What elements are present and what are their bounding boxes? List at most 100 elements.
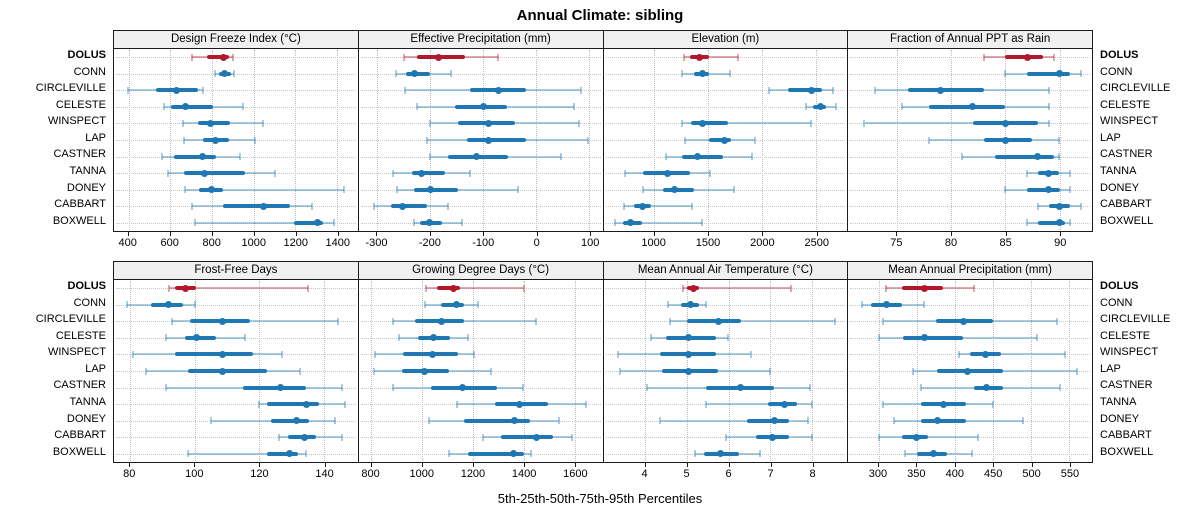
axis-tickmark [954, 463, 956, 467]
panel-grid: DOLUS CONN CIRCLEVILLE CELESTE WINSPECT LAP CA… [0, 30, 1200, 485]
row-guideline [850, 156, 1090, 158]
whisker-endcap [232, 70, 235, 78]
axis-tickmark [644, 463, 646, 467]
whisker-endcap [392, 384, 395, 392]
axis-ticklabel: 1400 [325, 237, 350, 249]
whisker-endcap [1055, 317, 1058, 325]
row-guideline [850, 304, 1090, 306]
whisker-endcap [125, 301, 128, 309]
median-dot [685, 350, 693, 358]
median-dot [1055, 219, 1063, 227]
whisker-endcap [337, 317, 340, 325]
whisker-endcap [571, 433, 574, 441]
axis-ticklabel: 550 [1060, 468, 1080, 480]
median-dot [260, 202, 268, 210]
whisker-endcap [416, 103, 419, 111]
axis-ticklabel: 140 [315, 468, 334, 480]
whisker-endcap [231, 53, 234, 61]
station-label-circleville: CIRCLEVILLE [1100, 82, 1171, 95]
median-dot [453, 301, 460, 309]
median-dot [685, 367, 693, 375]
whisker-endcap [274, 169, 277, 177]
station-label-conn: CONN [73, 65, 106, 78]
median-dot [699, 119, 707, 127]
interval-25-75 [413, 187, 459, 192]
interval-25-75 [437, 286, 461, 291]
panel-effective-precipitation-mm: Effective Precipitation (mm) -300 -200 -100… [357, 30, 604, 254]
station-label-lap: LAP [85, 131, 106, 144]
axis-tickmark [812, 463, 814, 467]
whisker-endcap [469, 169, 472, 177]
whisker-endcap [560, 153, 563, 161]
row-guideline [116, 404, 356, 406]
axis-ticklabel: 85 [999, 237, 1012, 249]
panel-band-1: DOLUS CONN CIRCLEVILLE CELESTE WINSPECT LAP CA… [0, 30, 1200, 254]
axis-tickmark [896, 232, 898, 236]
whisker-5-95 [393, 320, 537, 323]
whisker-5-95 [682, 287, 791, 290]
panel-axis-design-freeze-index-c: 400 600 800 1000 1200 1400 [113, 232, 359, 254]
panel-strip-mean-annual-air-temperature-c: Mean Annual Air Temperature (°C) [602, 261, 849, 280]
panel-plot-frost-free-days [113, 280, 359, 463]
whisker-endcap [423, 301, 426, 309]
interval-25-75 [441, 302, 465, 307]
whisker-endcap [579, 86, 582, 94]
whisker-endcap [450, 70, 453, 78]
median-dot [1023, 53, 1031, 61]
row-guideline [116, 222, 356, 224]
station-label-boxwell: BOXWELL [1100, 445, 1154, 458]
median-dot [276, 384, 284, 392]
whisker-endcap [669, 317, 672, 325]
whisker-endcap [881, 317, 884, 325]
whisker-endcap [477, 301, 480, 309]
whisker-endcap [429, 153, 432, 161]
axis-tickmark [951, 232, 952, 236]
row-guideline [850, 140, 1090, 141]
whisker-endcap [373, 202, 376, 210]
interval-25-75 [206, 55, 229, 60]
median-dot [1001, 119, 1009, 127]
median-dot [983, 384, 991, 392]
whisker-5-95 [615, 221, 703, 224]
median-dot [737, 384, 745, 392]
row-guideline [116, 123, 356, 125]
whisker-endcap [586, 136, 589, 144]
median-dot [417, 169, 425, 177]
row-guideline [605, 106, 846, 108]
row-guideline [605, 304, 846, 306]
axis-tickmark [429, 232, 431, 236]
median-dot [292, 417, 300, 425]
axis-ticklabel: 2500 [804, 237, 829, 249]
row-guideline [360, 73, 601, 75]
interval-25-75 [223, 204, 291, 209]
whisker-endcap [923, 301, 926, 309]
axis-tickmark [1069, 463, 1071, 467]
interval-25-75 [267, 451, 298, 456]
whisker-endcap [1058, 136, 1061, 144]
median-dot [689, 284, 697, 292]
axis-tickmark [770, 463, 772, 467]
interval-25-75 [686, 319, 741, 324]
row-guideline [605, 354, 846, 356]
panel-fraction-of-annual-ppt-as-rain: Fraction of Annual PPT as Rain 75 80 85 90 [847, 30, 1093, 254]
median-dot [494, 86, 502, 94]
chart-title: Annual Climate: sibling [516, 7, 684, 24]
whisker-endcap [305, 450, 308, 458]
axis-ticklabel: 500 [1022, 468, 1041, 480]
median-dot [532, 433, 540, 441]
whisker-endcap [1059, 384, 1061, 392]
median-dot [693, 153, 701, 161]
station-label-cabbart: CABBART [54, 429, 106, 442]
whisker-endcap [126, 86, 129, 94]
panel-plot-effective-precipitation-mm [357, 49, 604, 232]
whisker-endcap [1004, 186, 1007, 194]
median-dot [211, 136, 219, 144]
axis-tickmark [337, 232, 339, 236]
whisker-5-95 [684, 56, 739, 59]
whisker-endcap [1022, 417, 1025, 425]
whisker-endcap [733, 186, 735, 194]
interval-25-75 [270, 418, 310, 423]
whisker-endcap [1053, 53, 1056, 61]
median-dot [933, 417, 941, 425]
median-dot [959, 317, 967, 325]
